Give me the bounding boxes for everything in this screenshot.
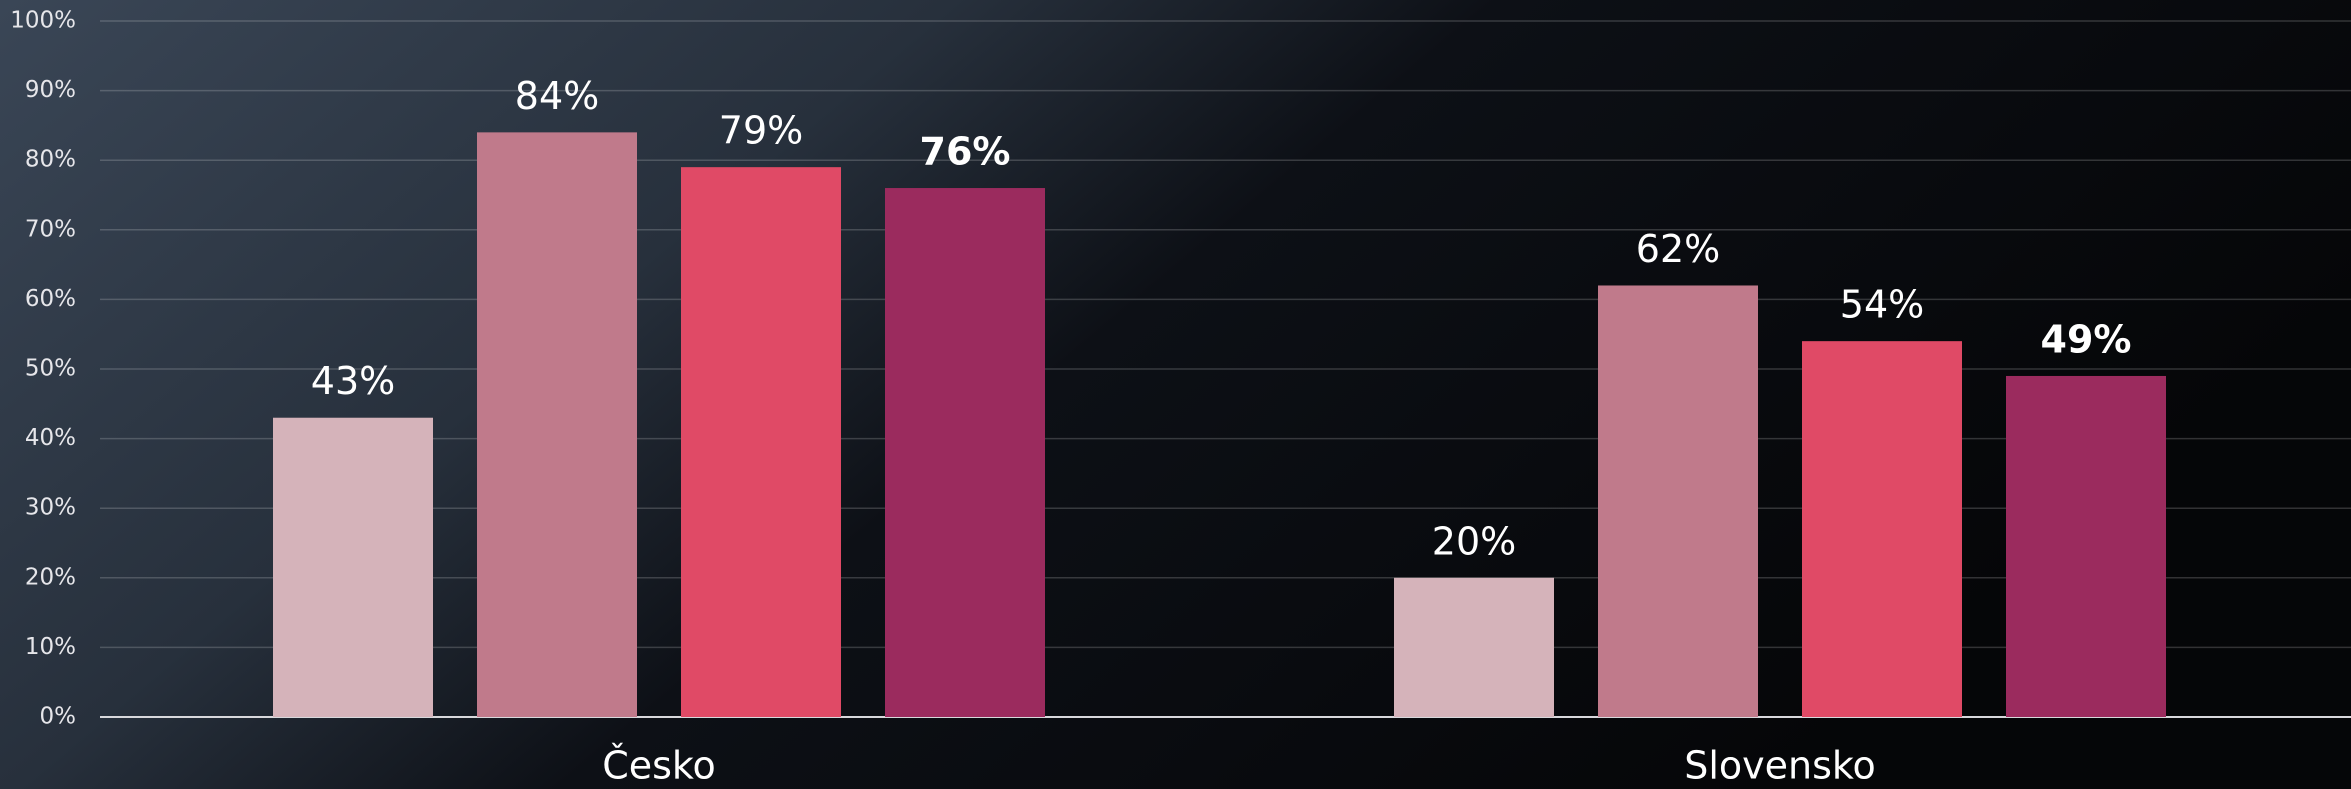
value-label: 20% [1432, 519, 1516, 563]
y-tick-label: 90% [25, 77, 76, 103]
y-tick-label: 20% [25, 564, 76, 590]
y-tick-label: 100% [10, 8, 76, 34]
bar [885, 188, 1045, 718]
plot-area: 0% 10% 20% 30% 40% 50% 60% 70% 80% 90% 100% Česko 43… [10, 8, 2351, 788]
y-tick-label: 60% [25, 286, 76, 312]
bar [681, 167, 841, 717]
y-tick-label: 40% [25, 425, 76, 451]
value-label: 49% [2041, 317, 2132, 361]
value-label: 76% [920, 130, 1011, 174]
bar [273, 417, 433, 717]
y-tick-label: 0% [40, 704, 77, 730]
y-tick-label: 30% [25, 495, 76, 521]
value-label: 43% [311, 359, 395, 403]
x-tick-label: Česko [602, 744, 716, 788]
bar [477, 132, 637, 718]
y-tick-label: 50% [25, 356, 76, 382]
y-tick-label: 80% [25, 147, 76, 173]
bar [2006, 375, 2166, 717]
value-label: 62% [1636, 227, 1720, 271]
y-tick-label: 10% [25, 634, 76, 660]
bar [1394, 577, 1554, 717]
value-label: 54% [1840, 283, 1924, 327]
x-tick-label: Slovensko [1684, 744, 1876, 788]
bar [1598, 285, 1758, 717]
value-label: 79% [719, 109, 803, 153]
value-label: 84% [515, 74, 599, 118]
y-tick-label: 70% [25, 216, 76, 242]
bar [1802, 341, 1962, 717]
